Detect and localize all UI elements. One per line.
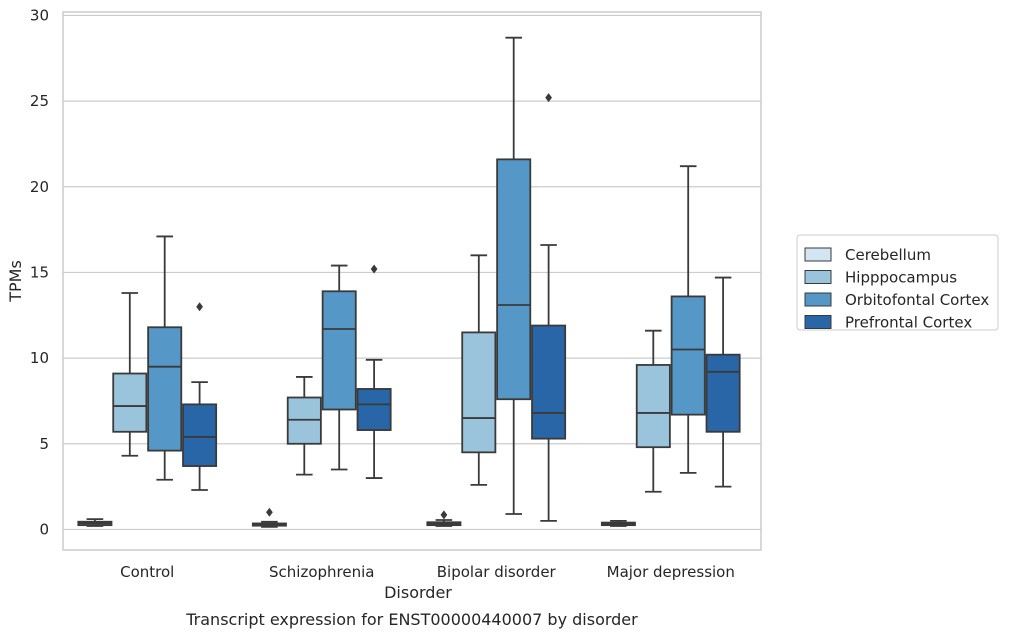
legend-swatch bbox=[804, 315, 832, 329]
box-cerebellum-1 bbox=[77, 518, 113, 527]
box-orbitofontal-cortex-1 bbox=[147, 235, 183, 481]
outlier-point bbox=[370, 264, 378, 274]
box-body bbox=[635, 364, 671, 449]
legend-swatch bbox=[804, 247, 832, 262]
x-tick-labels: Control Schizophrenia Bipolar disorder Majo… bbox=[120, 563, 735, 581]
box-hipppocampus-1 bbox=[112, 292, 148, 457]
legend-item: Orbitofontal Cortex bbox=[804, 291, 989, 309]
box-hipppocampus-2 bbox=[286, 376, 322, 476]
boxes bbox=[77, 36, 741, 528]
box-cerebellum-2 bbox=[251, 507, 287, 528]
legend-label: Hipppocampus bbox=[845, 269, 957, 287]
y-tick-label: 0 bbox=[39, 520, 49, 538]
x-tick-label: Major depression bbox=[607, 563, 735, 581]
legend-swatch bbox=[804, 270, 832, 284]
box-hipppocampus-4 bbox=[635, 329, 671, 493]
legend-item: Hipppocampus bbox=[804, 269, 957, 287]
y-tick-label: 10 bbox=[30, 349, 49, 367]
box-hipppocampus-3 bbox=[461, 254, 497, 486]
x-tick-label: Bipolar disorder bbox=[437, 563, 557, 581]
outlier-point bbox=[545, 93, 552, 103]
box-cerebellum-3 bbox=[426, 510, 462, 527]
box-orbitofontal-cortex-3 bbox=[496, 36, 532, 515]
y-tick-label: 25 bbox=[30, 92, 49, 110]
box-prefrontal-cortex-4 bbox=[705, 276, 741, 488]
box-prefrontal-cortex-2 bbox=[356, 264, 392, 479]
legend: Cerebellum Hipppocampus Orbitofontal Corte… bbox=[796, 234, 999, 332]
box-orbitofontal-cortex-4 bbox=[670, 165, 706, 474]
legend-item: Prefrontal Cortex bbox=[804, 314, 972, 332]
legend-frame bbox=[796, 234, 999, 331]
legend-item: Cerebellum bbox=[804, 246, 931, 264]
box-prefrontal-cortex-3 bbox=[531, 93, 567, 522]
box-body bbox=[461, 331, 497, 454]
box-body bbox=[705, 353, 741, 433]
box-prefrontal-cortex-1 bbox=[182, 302, 218, 491]
y-tick-label: 20 bbox=[30, 178, 49, 196]
y-tick-label: 5 bbox=[39, 435, 49, 453]
box-body bbox=[496, 158, 532, 401]
legend-swatch bbox=[804, 292, 832, 307]
y-tick-labels: 0 5 10 15 20 25 30 bbox=[30, 6, 49, 538]
x-axis-label: Disorder bbox=[384, 583, 452, 602]
box-body bbox=[531, 324, 567, 440]
legend-label: Cerebellum bbox=[845, 246, 931, 264]
box-body bbox=[356, 388, 392, 431]
outlier-point bbox=[196, 302, 203, 312]
chart-caption: Transcript expression for ENST0000044000… bbox=[185, 610, 638, 629]
y-tick-label: 15 bbox=[30, 263, 49, 281]
legend-label: Orbitofontal Cortex bbox=[845, 291, 989, 309]
legend-label: Prefrontal Cortex bbox=[845, 314, 972, 332]
outlier-point bbox=[440, 510, 448, 520]
box-body bbox=[182, 403, 218, 467]
x-tick-label: Schizophrenia bbox=[269, 563, 374, 581]
box-body bbox=[321, 290, 357, 411]
box-body bbox=[670, 295, 706, 416]
x-tick-label: Control bbox=[120, 563, 174, 581]
box-orbitofontal-cortex-2 bbox=[321, 264, 357, 471]
box-cerebellum-4 bbox=[600, 519, 636, 527]
box-body bbox=[112, 372, 148, 433]
plot-area-frame bbox=[62, 11, 762, 551]
y-tick-label: 30 bbox=[30, 6, 49, 24]
outlier-point bbox=[266, 507, 273, 517]
y-axis-label: TPMs bbox=[6, 260, 25, 303]
box-body bbox=[147, 326, 183, 452]
